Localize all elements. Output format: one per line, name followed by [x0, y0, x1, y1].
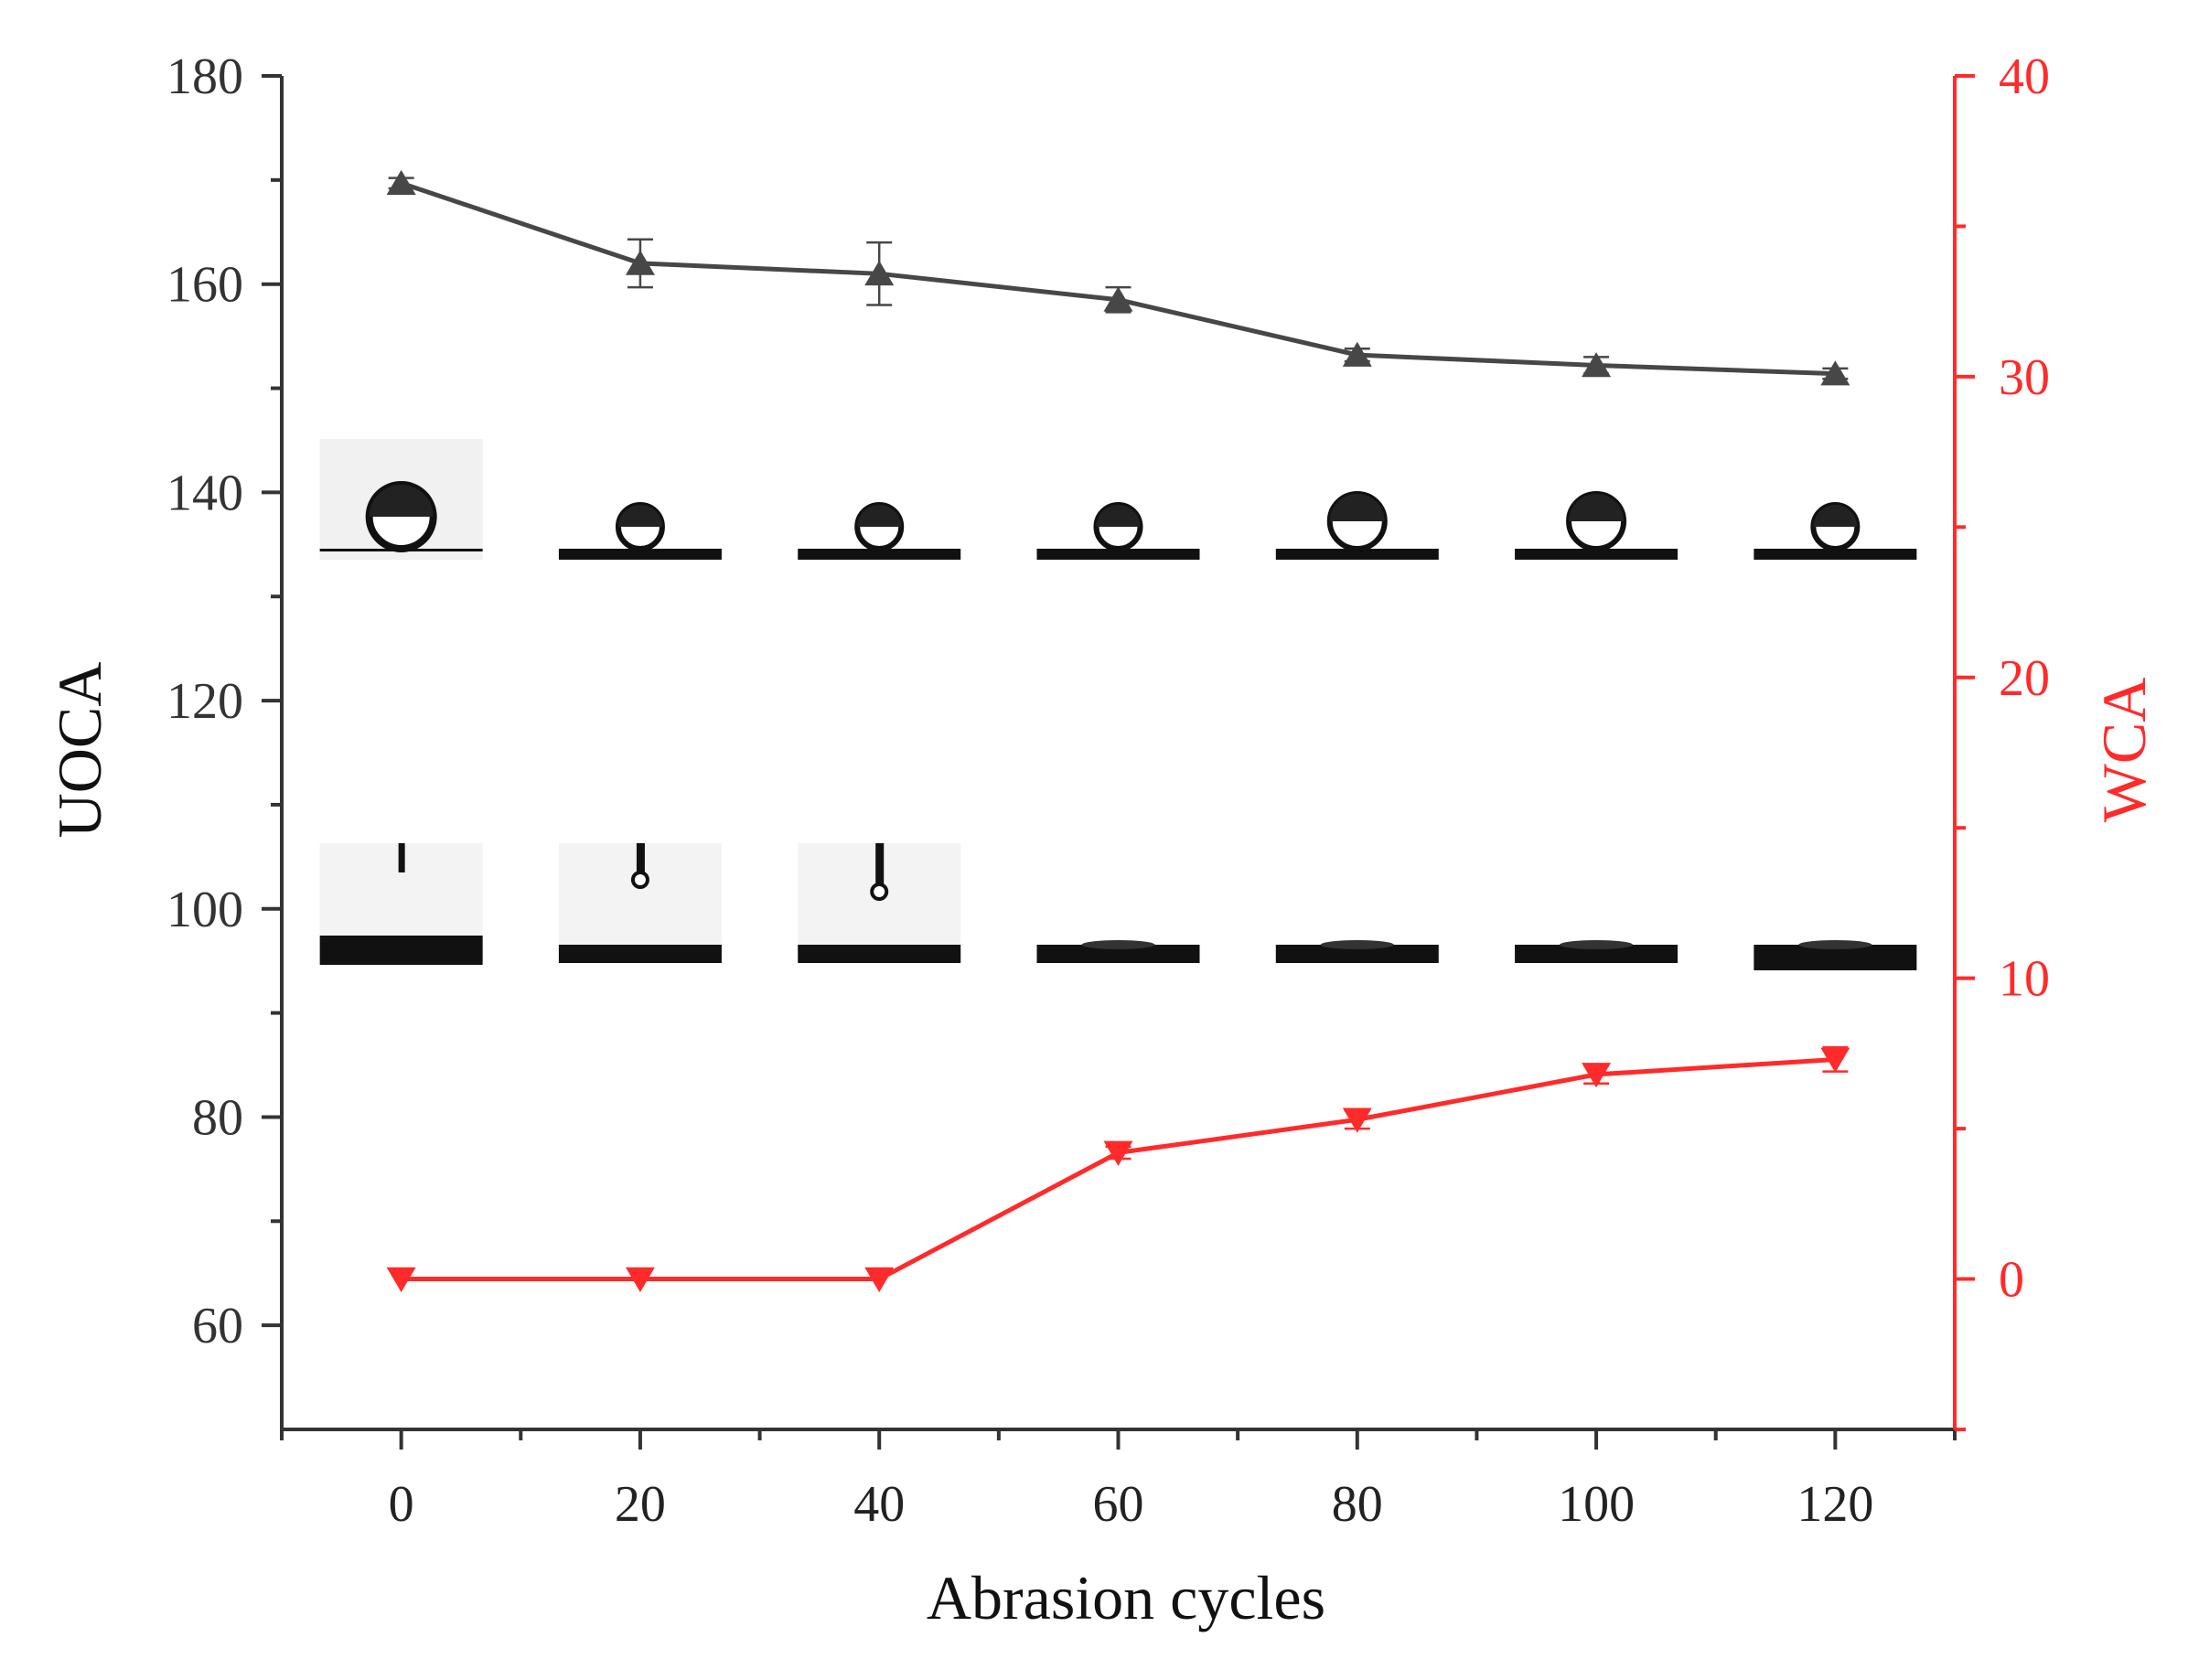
substrate: [1754, 549, 1917, 560]
x-tick-label: 100: [1558, 1476, 1635, 1533]
oil-droplet-image: [558, 502, 722, 560]
series-layer: [386, 169, 1850, 1292]
droplet-shading: [369, 485, 434, 517]
data-point: [1582, 1063, 1612, 1088]
x-axis-label: Abrasion cycles: [927, 1563, 1325, 1632]
spread-droplet: [1081, 940, 1155, 949]
substrate: [798, 945, 961, 963]
x-tick-label: 60: [1093, 1476, 1144, 1533]
series-wca: [386, 1046, 1850, 1292]
data-point: [1342, 341, 1372, 367]
droplet-shading: [1096, 505, 1141, 527]
substrate: [558, 945, 722, 963]
spread-droplet: [1560, 940, 1634, 949]
axis-labels: Abrasion cycles UOCA WCA: [45, 662, 2159, 1632]
water-droplet-image: [558, 843, 722, 963]
substrate: [558, 549, 722, 560]
substrate: [319, 936, 483, 965]
y-right-tick-label: 30: [1999, 349, 2050, 406]
series-line: [400, 180, 1836, 377]
data-point: [1342, 1108, 1372, 1133]
spread-droplet: [1320, 940, 1394, 949]
water-droplet-image: [1515, 940, 1679, 963]
droplet-shading: [857, 505, 902, 527]
y-left-tick-label: 60: [192, 1298, 243, 1354]
spread-droplet: [1798, 940, 1872, 949]
droplet-shading: [1329, 494, 1385, 521]
droplet-shading: [617, 505, 662, 527]
data-point: [386, 169, 416, 196]
data-point: [625, 1267, 655, 1292]
oil-droplet-image: [1515, 491, 1679, 560]
droplet-shading: [1569, 494, 1625, 521]
series-line: [401, 1056, 1836, 1282]
x-tick-label: 20: [615, 1476, 666, 1533]
data-point: [1582, 352, 1612, 378]
data-point: [625, 250, 655, 275]
x-tick-label: 0: [389, 1476, 414, 1533]
y-right-tick-label: 0: [1999, 1252, 2024, 1309]
oil-droplet-image: [798, 502, 961, 560]
substrate: [1036, 945, 1200, 963]
oil-droplet-image: [1275, 491, 1439, 560]
y-axis-right-label: WCA: [2089, 678, 2159, 823]
water-droplet-image: [1275, 940, 1439, 963]
y-right-tick-label: 20: [1999, 650, 2050, 707]
axes: 0 20 40 60 80 100 120 60 80 100 120 140 160 180 0 10 20 3…: [166, 48, 2050, 1533]
y-right-tick-label: 40: [1999, 48, 2050, 105]
substrate: [1515, 549, 1679, 560]
y-right-tick-label: 10: [1999, 951, 2050, 1008]
oil-droplet-image: [1036, 502, 1200, 560]
data-point: [1103, 1140, 1133, 1166]
substrate: [1275, 945, 1439, 963]
y-left-tick-label: 100: [166, 882, 243, 938]
y-left-tick-label: 80: [192, 1089, 243, 1146]
droplet-inset-images-oil: [319, 439, 1917, 560]
oil-droplet-image: [319, 439, 483, 560]
y-left-tick-label: 120: [166, 673, 243, 730]
water-droplet-image: [319, 843, 483, 965]
data-point: [1820, 1047, 1850, 1073]
x-tick-label: 40: [853, 1476, 905, 1533]
oil-droplet-image: [1754, 502, 1917, 560]
data-point: [1103, 286, 1133, 312]
substrate: [1036, 549, 1200, 560]
series-uoca: [386, 169, 1850, 386]
x-tick-label: 120: [1797, 1476, 1873, 1533]
water-droplet-image: [798, 843, 961, 963]
needle: [398, 843, 405, 872]
y-left-tick-label: 180: [166, 48, 243, 105]
hanging-droplet: [630, 871, 649, 889]
substrate: [1515, 945, 1679, 963]
data-point: [1820, 360, 1850, 386]
y-left-tick-label: 160: [166, 257, 243, 314]
data-point: [864, 260, 895, 286]
droplet-inset-images-water: [319, 843, 1917, 970]
substrate: [1275, 549, 1439, 560]
needle: [875, 843, 885, 884]
hanging-droplet: [870, 883, 889, 901]
water-droplet-image: [1036, 940, 1200, 963]
needle: [636, 843, 645, 874]
y-axis-left-label: UOCA: [45, 662, 114, 839]
x-tick-label: 80: [1332, 1476, 1383, 1533]
water-droplet-image: [1754, 940, 1917, 970]
droplet-shading: [1813, 505, 1858, 527]
substrate: [798, 549, 961, 560]
y-left-tick-label: 140: [166, 465, 243, 521]
data-point: [386, 1267, 416, 1292]
data-point: [864, 1267, 895, 1292]
